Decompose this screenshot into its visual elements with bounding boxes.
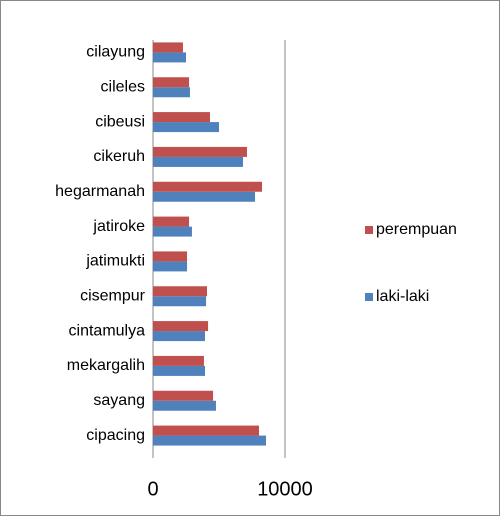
bar (153, 112, 211, 123)
bar (153, 146, 247, 157)
y-tick-label: hegarmanah (55, 183, 145, 200)
y-tick-label: cikeruh (93, 148, 145, 165)
bar (153, 435, 266, 446)
bar (153, 77, 190, 88)
y-tick-label: cintamulya (69, 322, 146, 339)
bar (153, 286, 207, 297)
bar (153, 251, 188, 262)
y-tick-label: cisempur (80, 287, 146, 304)
bar (153, 296, 207, 307)
bar (153, 87, 190, 98)
legend-swatch (365, 226, 373, 234)
bar (153, 122, 219, 133)
bar (153, 261, 188, 272)
bar (153, 52, 186, 63)
bar (153, 191, 256, 202)
legend-swatch (365, 293, 373, 301)
bar (153, 331, 206, 342)
y-tick-label: cileles (101, 78, 145, 95)
bar (153, 400, 216, 411)
legend-label: perempuan (376, 221, 457, 238)
y-tick-label: cipacing (86, 427, 145, 444)
bar (153, 216, 190, 227)
legend-label: laki-laki (376, 288, 429, 305)
bar (153, 42, 183, 53)
y-tick-label: mekargalih (67, 357, 145, 374)
y-tick-label: jatiroke (92, 218, 145, 235)
bar (153, 390, 214, 401)
y-tick-label: cibeusi (95, 113, 145, 130)
bar (153, 365, 206, 376)
x-tick-label: 10000 (257, 478, 313, 500)
bar (153, 425, 259, 436)
bar (153, 355, 204, 366)
bar (153, 156, 244, 167)
bar (153, 226, 192, 237)
y-tick-label: jatimukti (85, 253, 145, 270)
bar (153, 321, 209, 332)
y-tick-label: sayang (93, 392, 145, 409)
x-tick-label: 0 (147, 478, 158, 500)
y-tick-label: cilayung (86, 44, 145, 61)
bar (153, 181, 263, 192)
